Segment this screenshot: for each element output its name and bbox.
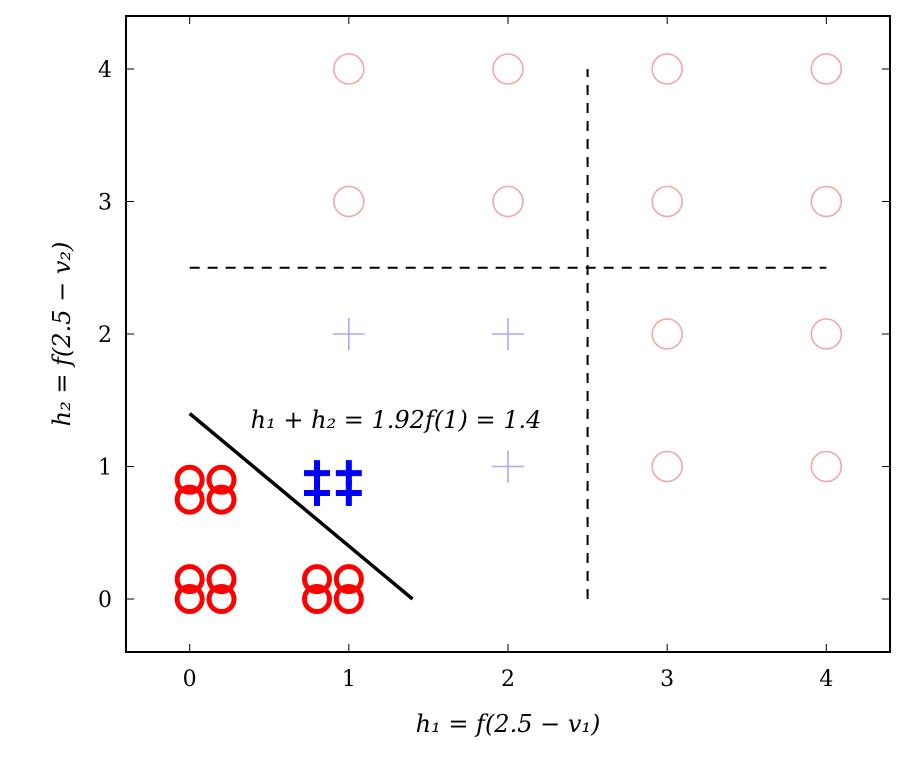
x-tick-label: 4 (819, 667, 833, 692)
plus-point (492, 318, 524, 350)
chart-marks (174, 53, 843, 614)
circle-point (333, 53, 365, 85)
circle-point (651, 318, 683, 350)
y-tick-label: 1 (98, 456, 112, 481)
bold-circle-point (206, 484, 237, 515)
bold-circle-point (333, 564, 364, 595)
y-tick-label: 4 (98, 58, 112, 83)
bold-circle-point (302, 584, 332, 614)
y-tick-label: 2 (98, 323, 112, 348)
axis-ticks: 0 1 2 3 4 0 1 2 3 4 (98, 16, 890, 692)
y-axis-label: h₂ = f(2.5 − v₂) (48, 242, 76, 427)
x-axis-label: h₁ = f(2.5 − v₁) (416, 710, 601, 738)
plus-point (492, 450, 524, 483)
x-tick-label: 2 (501, 667, 515, 692)
plus-point (332, 318, 365, 350)
bold-circle-point (206, 564, 237, 595)
bold-circle-point (174, 584, 205, 614)
bold-circle-point (206, 584, 237, 614)
x-tick-label: 1 (342, 667, 356, 692)
circle-point (651, 450, 683, 483)
bold-circle-point (333, 584, 364, 614)
bold-circle-point (174, 464, 205, 495)
y-tick-label: 3 (98, 191, 112, 216)
circle-point (810, 185, 843, 218)
circle-point (333, 185, 365, 218)
circle-point (810, 450, 843, 483)
bold-circle-point (302, 564, 332, 595)
bold-plus-point (304, 480, 330, 506)
y-tick-label: 0 (98, 588, 112, 613)
circle-point (492, 185, 524, 218)
circle-point (492, 53, 524, 85)
x-tick-label: 3 (660, 667, 674, 692)
circle-point (810, 318, 843, 350)
bold-plus-point (335, 480, 362, 506)
circle-point (810, 53, 843, 85)
bold-circle-point (174, 564, 205, 595)
x-tick-label: 0 (183, 667, 197, 692)
bold-circle-point (174, 484, 205, 515)
budget-line (188, 412, 414, 601)
circle-point (651, 53, 683, 85)
bold-circle-point (206, 464, 237, 495)
annotation-label: h₁ + h₂ = 1.92f(1) = 1.4 (251, 406, 542, 434)
circle-point (651, 185, 683, 218)
